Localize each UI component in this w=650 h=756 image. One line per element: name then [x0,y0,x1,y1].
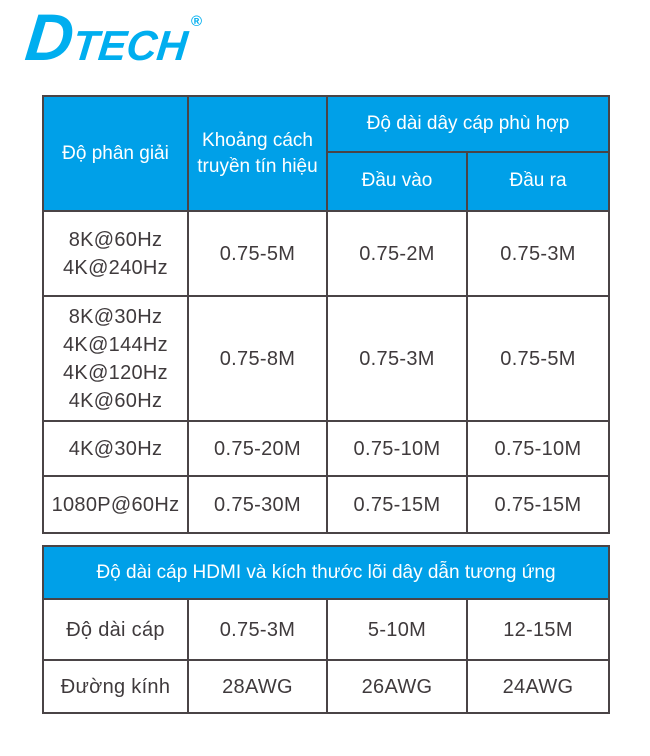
cell-value: 24AWG [466,659,610,714]
cell-input: 0.75-2M [326,210,468,297]
header-input: Đầu vào [326,150,468,213]
cell-label: Độ dài cáp [42,598,189,661]
cell-value: 28AWG [187,659,328,714]
awg-table-title: Độ dài cáp HDMI và kích thước lõi dây dẫ… [42,545,610,600]
cell-output: 0.75-3M [465,210,611,297]
awg-table: Độ dài cáp HDMI và kích thước lõi dây dẫ… [42,545,610,714]
cell-resolution: 8K@30Hz 4K@144Hz 4K@120Hz 4K@60Hz [42,295,189,422]
cell-output: 0.75-15M [465,475,611,534]
cell-distance: 0.75-8M [187,295,328,422]
cell-value: 5-10M [326,598,468,661]
cell-distance: 0.75-5M [187,210,328,297]
cell-output: 0.75-5M [465,295,611,422]
cell-input: 0.75-10M [326,420,468,477]
cell-label: Đường kính [42,659,189,714]
cell-input: 0.75-15M [326,475,468,534]
cell-value: 26AWG [326,659,468,714]
cell-resolution: 4K@30Hz [42,420,189,477]
spec-table: Độ phân giải Khoảng cách truyền tín hiệu… [42,95,611,534]
cell-distance: 0.75-20M [187,420,328,477]
cell-value: 0.75-3M [187,598,328,661]
registered-trademark-icon: ® [191,13,203,30]
table-row: 8K@60Hz 4K@240Hz 0.75-5M 0.75-2M 0.75-3M [42,210,611,297]
dtech-logo: D TECH ® [22,0,202,74]
header-resolution: Độ phân giải [42,95,189,212]
cell-distance: 0.75-30M [187,475,328,534]
header-cable-length-group: Độ dài dây cáp phù hợp [325,95,611,153]
logo-letter-d: D [22,0,76,74]
table-row: 1080P@60Hz 0.75-30M 0.75-15M 0.75-15M [42,475,611,534]
cell-output: 0.75-10M [465,420,611,477]
table-row: Độ dài cáp 0.75-3M 5-10M 12-15M [42,598,610,661]
cell-resolution: 1080P@60Hz [42,475,189,534]
header-output: Đầu ra [465,150,611,213]
table-row: 8K@30Hz 4K@144Hz 4K@120Hz 4K@60Hz 0.75-8… [42,295,611,422]
cell-resolution: 8K@60Hz 4K@240Hz [42,210,189,297]
cell-value: 12-15M [466,598,610,661]
logo-text-tech: TECH [70,22,190,69]
cell-input: 0.75-3M [326,295,468,422]
table-row: 4K@30Hz 0.75-20M 0.75-10M 0.75-10M [42,420,611,477]
table-row: Đường kính 28AWG 26AWG 24AWG [42,659,610,714]
header-distance: Khoảng cách truyền tín hiệu [187,95,328,212]
